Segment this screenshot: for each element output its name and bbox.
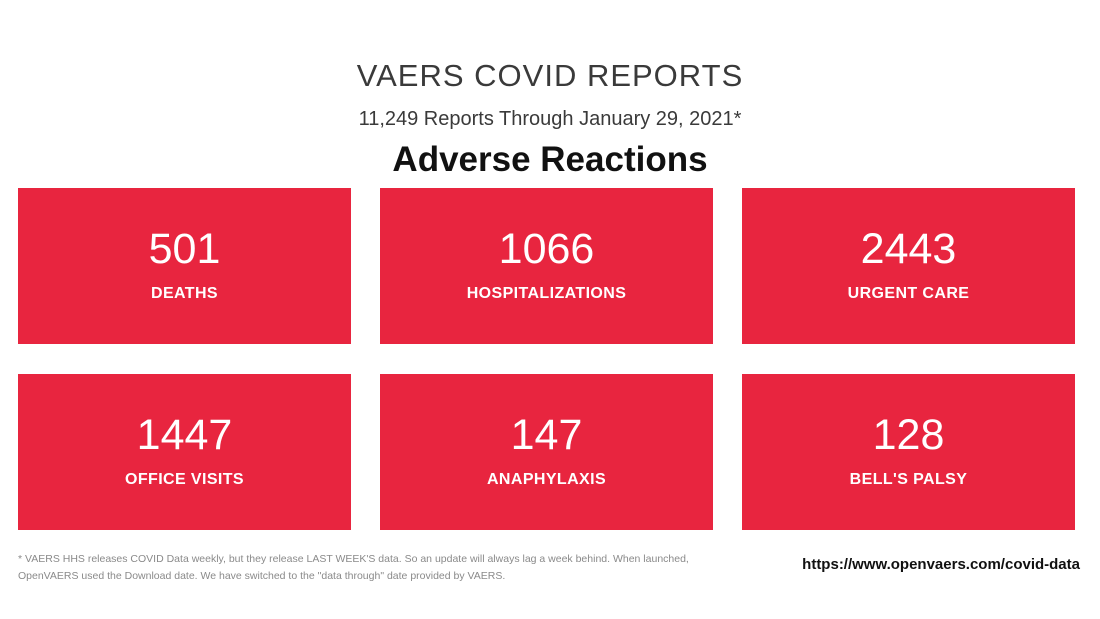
section-heading: Adverse Reactions [392, 140, 708, 179]
stat-label: ANAPHYLAXIS [486, 471, 607, 488]
stat-value: 147 [510, 411, 583, 459]
stat-label: HOSPITALIZATIONS [466, 285, 627, 302]
stat-label: OFFICE VISITS [125, 471, 244, 488]
stat-label: BELL'S PALSY [849, 471, 968, 488]
stat-value: 2443 [860, 225, 957, 273]
stat-value: 1066 [498, 225, 595, 273]
stat-value: 128 [872, 411, 945, 459]
stat-card-deaths: 501 DEATHS [18, 188, 351, 344]
page-subtitle: 11,249 Reports Through January 29, 2021* [358, 108, 742, 130]
stat-card-bells-palsy: 128 BELL'S PALSY [742, 374, 1075, 530]
stat-card-urgent-care: 2443 URGENT CARE [742, 188, 1075, 344]
stat-card-hospitalizations: 1066 HOSPITALIZATIONS [380, 188, 713, 344]
stat-label: DEATHS [151, 285, 218, 302]
stat-value: 501 [148, 225, 221, 273]
page-title: VAERS COVID REPORTS [356, 58, 744, 93]
stat-value: 1447 [136, 411, 233, 459]
stat-card-anaphylaxis: 147 ANAPHYLAXIS [380, 374, 713, 530]
stat-card-office-visits: 1447 OFFICE VISITS [18, 374, 351, 530]
source-url: https://www.openvaers.com/covid-data [802, 556, 1080, 573]
stats-grid: 501 DEATHS 1066 HOSPITALIZATIONS 2443 UR… [18, 188, 1076, 531]
stat-label: URGENT CARE [847, 285, 970, 302]
footnote: * VAERS HHS releases COVID Data weekly, … [18, 553, 689, 582]
